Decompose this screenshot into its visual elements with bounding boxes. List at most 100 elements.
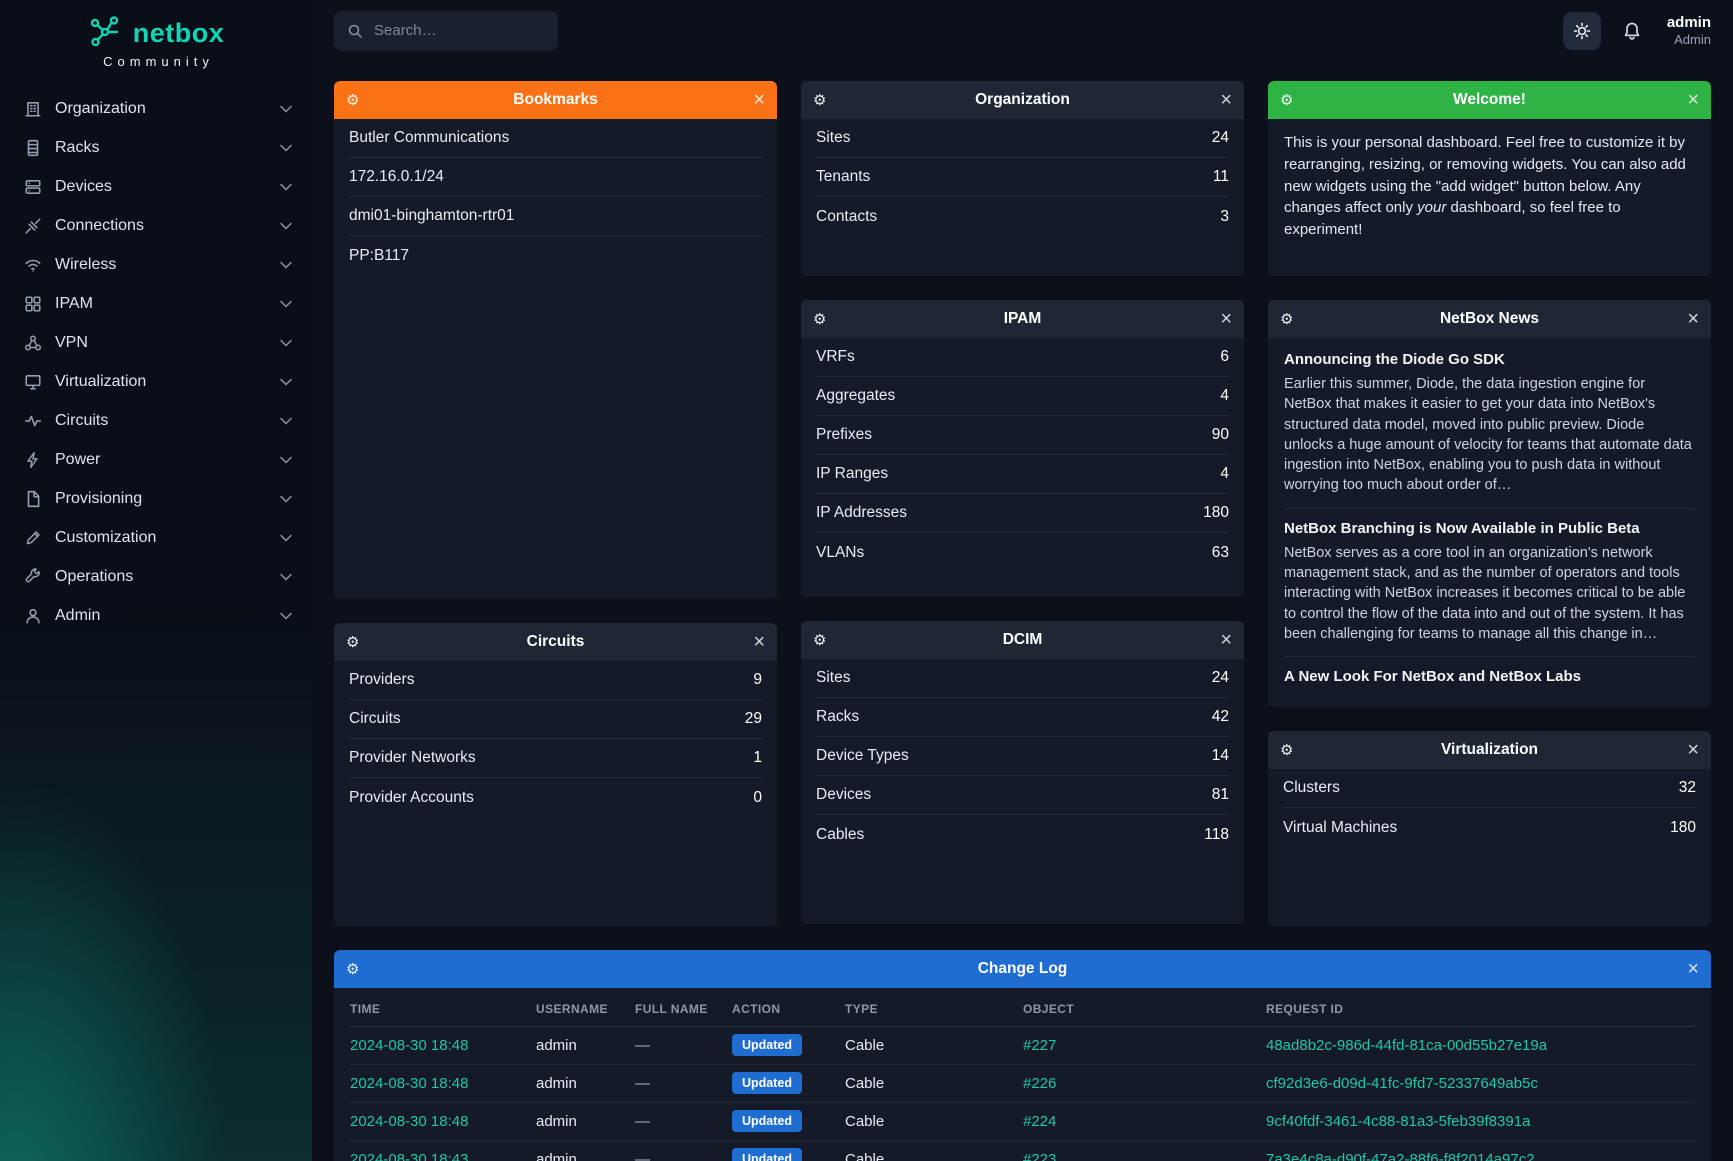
stat-label[interactable]: IP Addresses [816, 504, 908, 521]
time-link[interactable]: 2024-08-30 18:43 [350, 1150, 469, 1161]
username-cell: admin [536, 1102, 635, 1141]
request-id-link[interactable]: cf92d3e6-d09d-41fc-9fd7-52337649ab5c [1266, 1074, 1538, 1092]
sidebar-item-organization[interactable]: Organization [0, 89, 312, 128]
sidebar-item-power[interactable]: Power [0, 440, 312, 479]
stat-label[interactable]: Providers [349, 671, 415, 688]
chevron-down-icon [280, 573, 292, 581]
stat-value: 4 [1220, 465, 1229, 482]
gear-icon[interactable]: ⚙ [813, 92, 827, 109]
stat-value: 14 [1211, 747, 1229, 764]
gear-icon[interactable]: ⚙ [813, 632, 827, 649]
search-box [334, 10, 558, 51]
stat-value: 9 [753, 671, 762, 688]
close-icon[interactable]: × [1687, 958, 1699, 980]
bookmark-link[interactable]: dmi01-binghamton-rtr01 [349, 207, 515, 224]
object-link[interactable]: #224 [1023, 1112, 1057, 1130]
bookmark-link[interactable]: Butler Communications [349, 129, 510, 146]
object-link[interactable]: #223 [1023, 1150, 1057, 1161]
stat-label[interactable]: Sites [816, 129, 851, 146]
stat-row: Provider Networks 1 [349, 739, 762, 778]
sidebar-item-circuits[interactable]: Circuits [0, 401, 312, 440]
stat-label[interactable]: Provider Networks [349, 749, 476, 766]
gear-icon[interactable]: ⚙ [813, 311, 827, 328]
stat-label[interactable]: Sites [816, 669, 851, 686]
stat-label[interactable]: VLANs [816, 543, 865, 561]
news-headline-link[interactable]: A New Look For NetBox and NetBox Labs [1284, 668, 1581, 686]
sidebar-item-ipam[interactable]: IPAM [0, 284, 312, 323]
stat-value: 180 [1670, 818, 1696, 836]
stat-row: Cables 118 [816, 815, 1229, 854]
gear-icon[interactable]: ⚙ [1280, 92, 1294, 109]
stat-row: Sites 24 [816, 119, 1229, 158]
column-header-action: ACTION [732, 992, 845, 1027]
close-icon[interactable]: × [1220, 308, 1232, 330]
chevron-down-icon [280, 378, 292, 386]
gear-icon[interactable]: ⚙ [346, 92, 360, 109]
close-icon[interactable]: × [1220, 89, 1232, 111]
chevron-down-icon [280, 339, 292, 347]
gear-icon[interactable]: ⚙ [346, 634, 360, 651]
sidebar-item-provisioning[interactable]: Provisioning [0, 479, 312, 518]
close-icon[interactable]: × [1687, 308, 1699, 330]
bookmark-link[interactable]: 172.16.0.1/24 [349, 168, 444, 185]
time-link[interactable]: 2024-08-30 18:48 [350, 1112, 469, 1130]
sidebar-item-devices[interactable]: Devices [0, 167, 312, 206]
close-icon[interactable]: × [753, 631, 765, 653]
news-headline-link[interactable]: Announcing the Diode Go SDK [1284, 351, 1505, 368]
type-cell: Cable [845, 1140, 1023, 1161]
sidebar-item-connections[interactable]: Connections [0, 206, 312, 245]
close-icon[interactable]: × [753, 89, 765, 111]
sun-icon [1573, 22, 1591, 39]
stat-row: Sites 24 [816, 659, 1229, 698]
gear-icon[interactable]: ⚙ [346, 961, 360, 978]
search-input[interactable] [334, 10, 558, 51]
close-icon[interactable]: × [1220, 629, 1232, 651]
sidebar-item-vpn[interactable]: VPN [0, 323, 312, 362]
stat-label[interactable]: Circuits [349, 710, 401, 727]
brand[interactable]: netbox Community [0, 0, 312, 73]
stat-label[interactable]: Tenants [816, 168, 871, 185]
widget-title: Circuits [526, 633, 585, 650]
stat-label[interactable]: Prefixes [816, 426, 872, 443]
stat-label[interactable]: VRFs [816, 348, 855, 365]
bookmark-link[interactable]: PP:B117 [349, 246, 410, 264]
sidebar-item-wireless[interactable]: Wireless [0, 245, 312, 284]
sidebar-item-customization[interactable]: Customization [0, 518, 312, 557]
sidebar-item-virtualization[interactable]: Virtualization [0, 362, 312, 401]
gear-icon[interactable]: ⚙ [1280, 311, 1294, 328]
stat-label[interactable]: Device Types [816, 747, 909, 764]
column-header-type: TYPE [845, 992, 1023, 1027]
news-headline-link[interactable]: NetBox Branching is Now Available in Pub… [1284, 519, 1640, 537]
close-icon[interactable]: × [1687, 89, 1699, 111]
stat-label[interactable]: IP Ranges [816, 465, 889, 482]
stat-row: Contacts 3 [816, 197, 1229, 236]
close-icon[interactable]: × [1687, 739, 1699, 761]
stat-value: 24 [1211, 129, 1229, 146]
object-link[interactable]: #227 [1023, 1036, 1057, 1054]
stat-label[interactable]: Cables [816, 825, 865, 843]
stat-value: 90 [1211, 426, 1229, 443]
request-id-link[interactable]: 7a3e4c8a-d90f-47a2-88f6-f8f2014a97c2 [1266, 1150, 1535, 1161]
sidebar-item-racks[interactable]: Racks [0, 128, 312, 167]
stat-label[interactable]: Contacts [816, 207, 878, 225]
stat-value: 118 [1204, 825, 1229, 843]
time-link[interactable]: 2024-08-30 18:48 [350, 1036, 469, 1054]
stat-label[interactable]: Provider Accounts [349, 788, 474, 806]
gear-icon[interactable]: ⚙ [1280, 742, 1294, 759]
stat-label[interactable]: Racks [816, 708, 860, 725]
request-id-link[interactable]: 9cf40fdf-3461-4c88-81a3-5feb39f8391a [1266, 1112, 1531, 1130]
stat-row: VRFs 6 [816, 338, 1229, 377]
notifications-button[interactable] [1615, 14, 1649, 48]
stat-label[interactable]: Devices [816, 786, 872, 803]
stat-label[interactable]: Clusters [1283, 779, 1340, 796]
action-badge: Updated [732, 1072, 802, 1094]
request-id-link[interactable]: 48ad8b2c-986d-44fd-81ca-00d55b27e19a [1266, 1036, 1548, 1054]
theme-toggle-button[interactable] [1562, 11, 1601, 50]
object-link[interactable]: #226 [1023, 1074, 1057, 1092]
user-menu[interactable]: admin Admin [1667, 14, 1711, 48]
time-link[interactable]: 2024-08-30 18:48 [350, 1074, 469, 1092]
stat-label[interactable]: Aggregates [816, 387, 896, 404]
sidebar-item-admin[interactable]: Admin [0, 596, 312, 635]
sidebar-item-operations[interactable]: Operations [0, 557, 312, 596]
stat-label[interactable]: Virtual Machines [1283, 818, 1398, 836]
